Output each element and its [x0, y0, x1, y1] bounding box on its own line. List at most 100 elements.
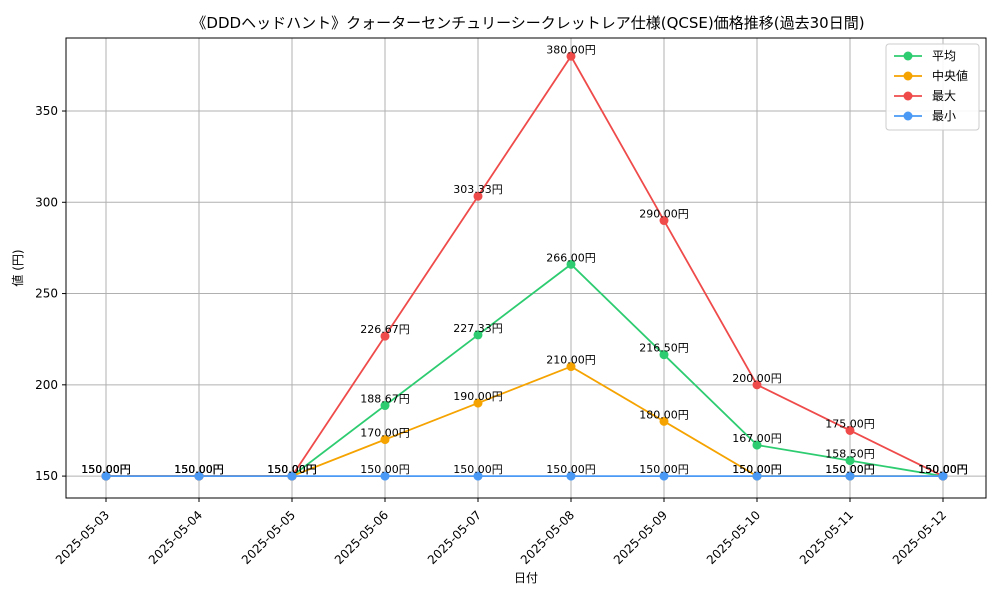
- legend-entry: 最小: [932, 109, 956, 123]
- x-tick-label: 2025-05-06: [332, 508, 391, 567]
- x-axis-label: 日付: [514, 571, 538, 585]
- data-point: [659, 350, 669, 360]
- legend-entry: 中央値: [932, 68, 968, 83]
- data-label: 167.00円: [732, 432, 782, 445]
- data-label: 150.00円: [360, 463, 410, 476]
- data-point: [845, 456, 855, 466]
- x-tick-label: 2025-05-07: [425, 508, 484, 567]
- data-label: 150.00円: [174, 463, 224, 476]
- x-tick-label: 2025-05-09: [611, 508, 670, 567]
- data-label: 150.00円: [918, 463, 968, 476]
- data-point: [659, 216, 669, 226]
- data-point: [566, 259, 576, 269]
- data-label: 188.67円: [360, 393, 410, 406]
- y-tick-label: 150: [35, 469, 58, 483]
- data-label: 150.00円: [453, 463, 503, 476]
- series-line: [106, 263, 944, 477]
- plot-area: [65, 37, 987, 499]
- data-label: 290.00円: [639, 208, 689, 221]
- data-label: 150.00円: [81, 463, 131, 476]
- data-label: 150.00円: [267, 463, 317, 476]
- data-label: 150.00円: [174, 463, 224, 476]
- data-point: [938, 471, 948, 481]
- data-label: 150.00円: [918, 463, 968, 476]
- data-label: 150.00円: [81, 463, 131, 476]
- x-tick-label: 2025-05-08: [518, 508, 577, 567]
- legend-swatch-marker: [903, 111, 913, 121]
- data-label: 227.33円: [453, 322, 503, 335]
- data-label: 150.00円: [732, 463, 782, 476]
- y-axis-label: 値 (円): [10, 249, 25, 286]
- data-label: 150.00円: [81, 463, 131, 476]
- x-tick-label: 2025-05-05: [239, 508, 298, 567]
- data-point: [845, 471, 855, 481]
- data-point: [752, 380, 762, 390]
- data-label: 150.00円: [267, 463, 317, 476]
- data-label: 150.00円: [918, 463, 968, 476]
- data-label: 150.00円: [174, 463, 224, 476]
- legend-swatch-marker: [903, 91, 913, 101]
- data-label: 380.00円: [546, 43, 596, 56]
- data-label: 150.00円: [918, 463, 968, 476]
- data-point: [101, 471, 111, 481]
- x-tick-label: 2025-05-11: [797, 508, 856, 567]
- legend-entry: 最大: [932, 89, 956, 103]
- data-point: [659, 471, 669, 481]
- data-label: 150.00円: [267, 463, 317, 476]
- data-point: [566, 51, 576, 61]
- data-point: [380, 331, 390, 341]
- data-label: 170.00円: [360, 427, 410, 440]
- data-label: 180.00円: [639, 408, 689, 421]
- series-lines: [101, 51, 948, 481]
- data-label: 150.00円: [546, 463, 596, 476]
- data-point: [752, 471, 762, 481]
- data-label: 150.00円: [639, 463, 689, 476]
- x-tick-label: 2025-05-10: [704, 508, 763, 567]
- data-label: 158.50円: [825, 448, 875, 461]
- data-point: [566, 362, 576, 372]
- data-point: [845, 425, 855, 435]
- data-point: [380, 471, 390, 481]
- legend-box: [885, 43, 980, 131]
- x-tick-label: 2025-05-03: [53, 508, 112, 567]
- data-label: 190.00円: [453, 390, 503, 403]
- data-label: 303.33円: [453, 183, 503, 196]
- data-label: 150.00円: [174, 463, 224, 476]
- data-label: 210.00円: [546, 354, 596, 367]
- y-tick-label: 350: [35, 104, 58, 118]
- x-tick-label: 2025-05-12: [890, 508, 949, 567]
- data-point: [473, 398, 483, 408]
- data-label: 266.00円: [546, 251, 596, 264]
- y-tick-label: 200: [35, 378, 58, 392]
- legend-entry: 平均: [932, 49, 956, 63]
- data-point: [566, 471, 576, 481]
- x-tick-label: 2025-05-04: [146, 508, 205, 567]
- data-point: [473, 471, 483, 481]
- legend-swatch-marker: [903, 51, 913, 61]
- data-point: [752, 440, 762, 450]
- data-point: [194, 471, 204, 481]
- data-label: 200.00円: [732, 372, 782, 385]
- data-point: [473, 191, 483, 201]
- series-line: [106, 54, 944, 477]
- data-label: 150.00円: [267, 463, 317, 476]
- data-point: [380, 401, 390, 411]
- data-label: 150.00円: [825, 463, 875, 476]
- data-point: [380, 435, 390, 445]
- y-tick-label: 250: [35, 287, 58, 301]
- data-point: [473, 330, 483, 340]
- legend-swatch-marker: [903, 71, 913, 81]
- data-label: 150.00円: [81, 463, 131, 476]
- series-line: [106, 365, 943, 477]
- data-point: [659, 416, 669, 426]
- data-label: 226.67円: [360, 323, 410, 336]
- chart-title: 《DDDヘッドハント》クォーターセンチュリーシークレットレア仕様(QCSE)価格…: [191, 14, 864, 32]
- data-label: 175.00円: [825, 417, 875, 430]
- data-label: 216.50円: [639, 342, 689, 355]
- data-labels: 150.00円 150.00円 150.00円 188.67円 227.33円 266.0…: [81, 43, 968, 476]
- data-point: [287, 471, 297, 481]
- y-tick-label: 300: [35, 195, 58, 209]
- data-label: 150.00円: [825, 463, 875, 476]
